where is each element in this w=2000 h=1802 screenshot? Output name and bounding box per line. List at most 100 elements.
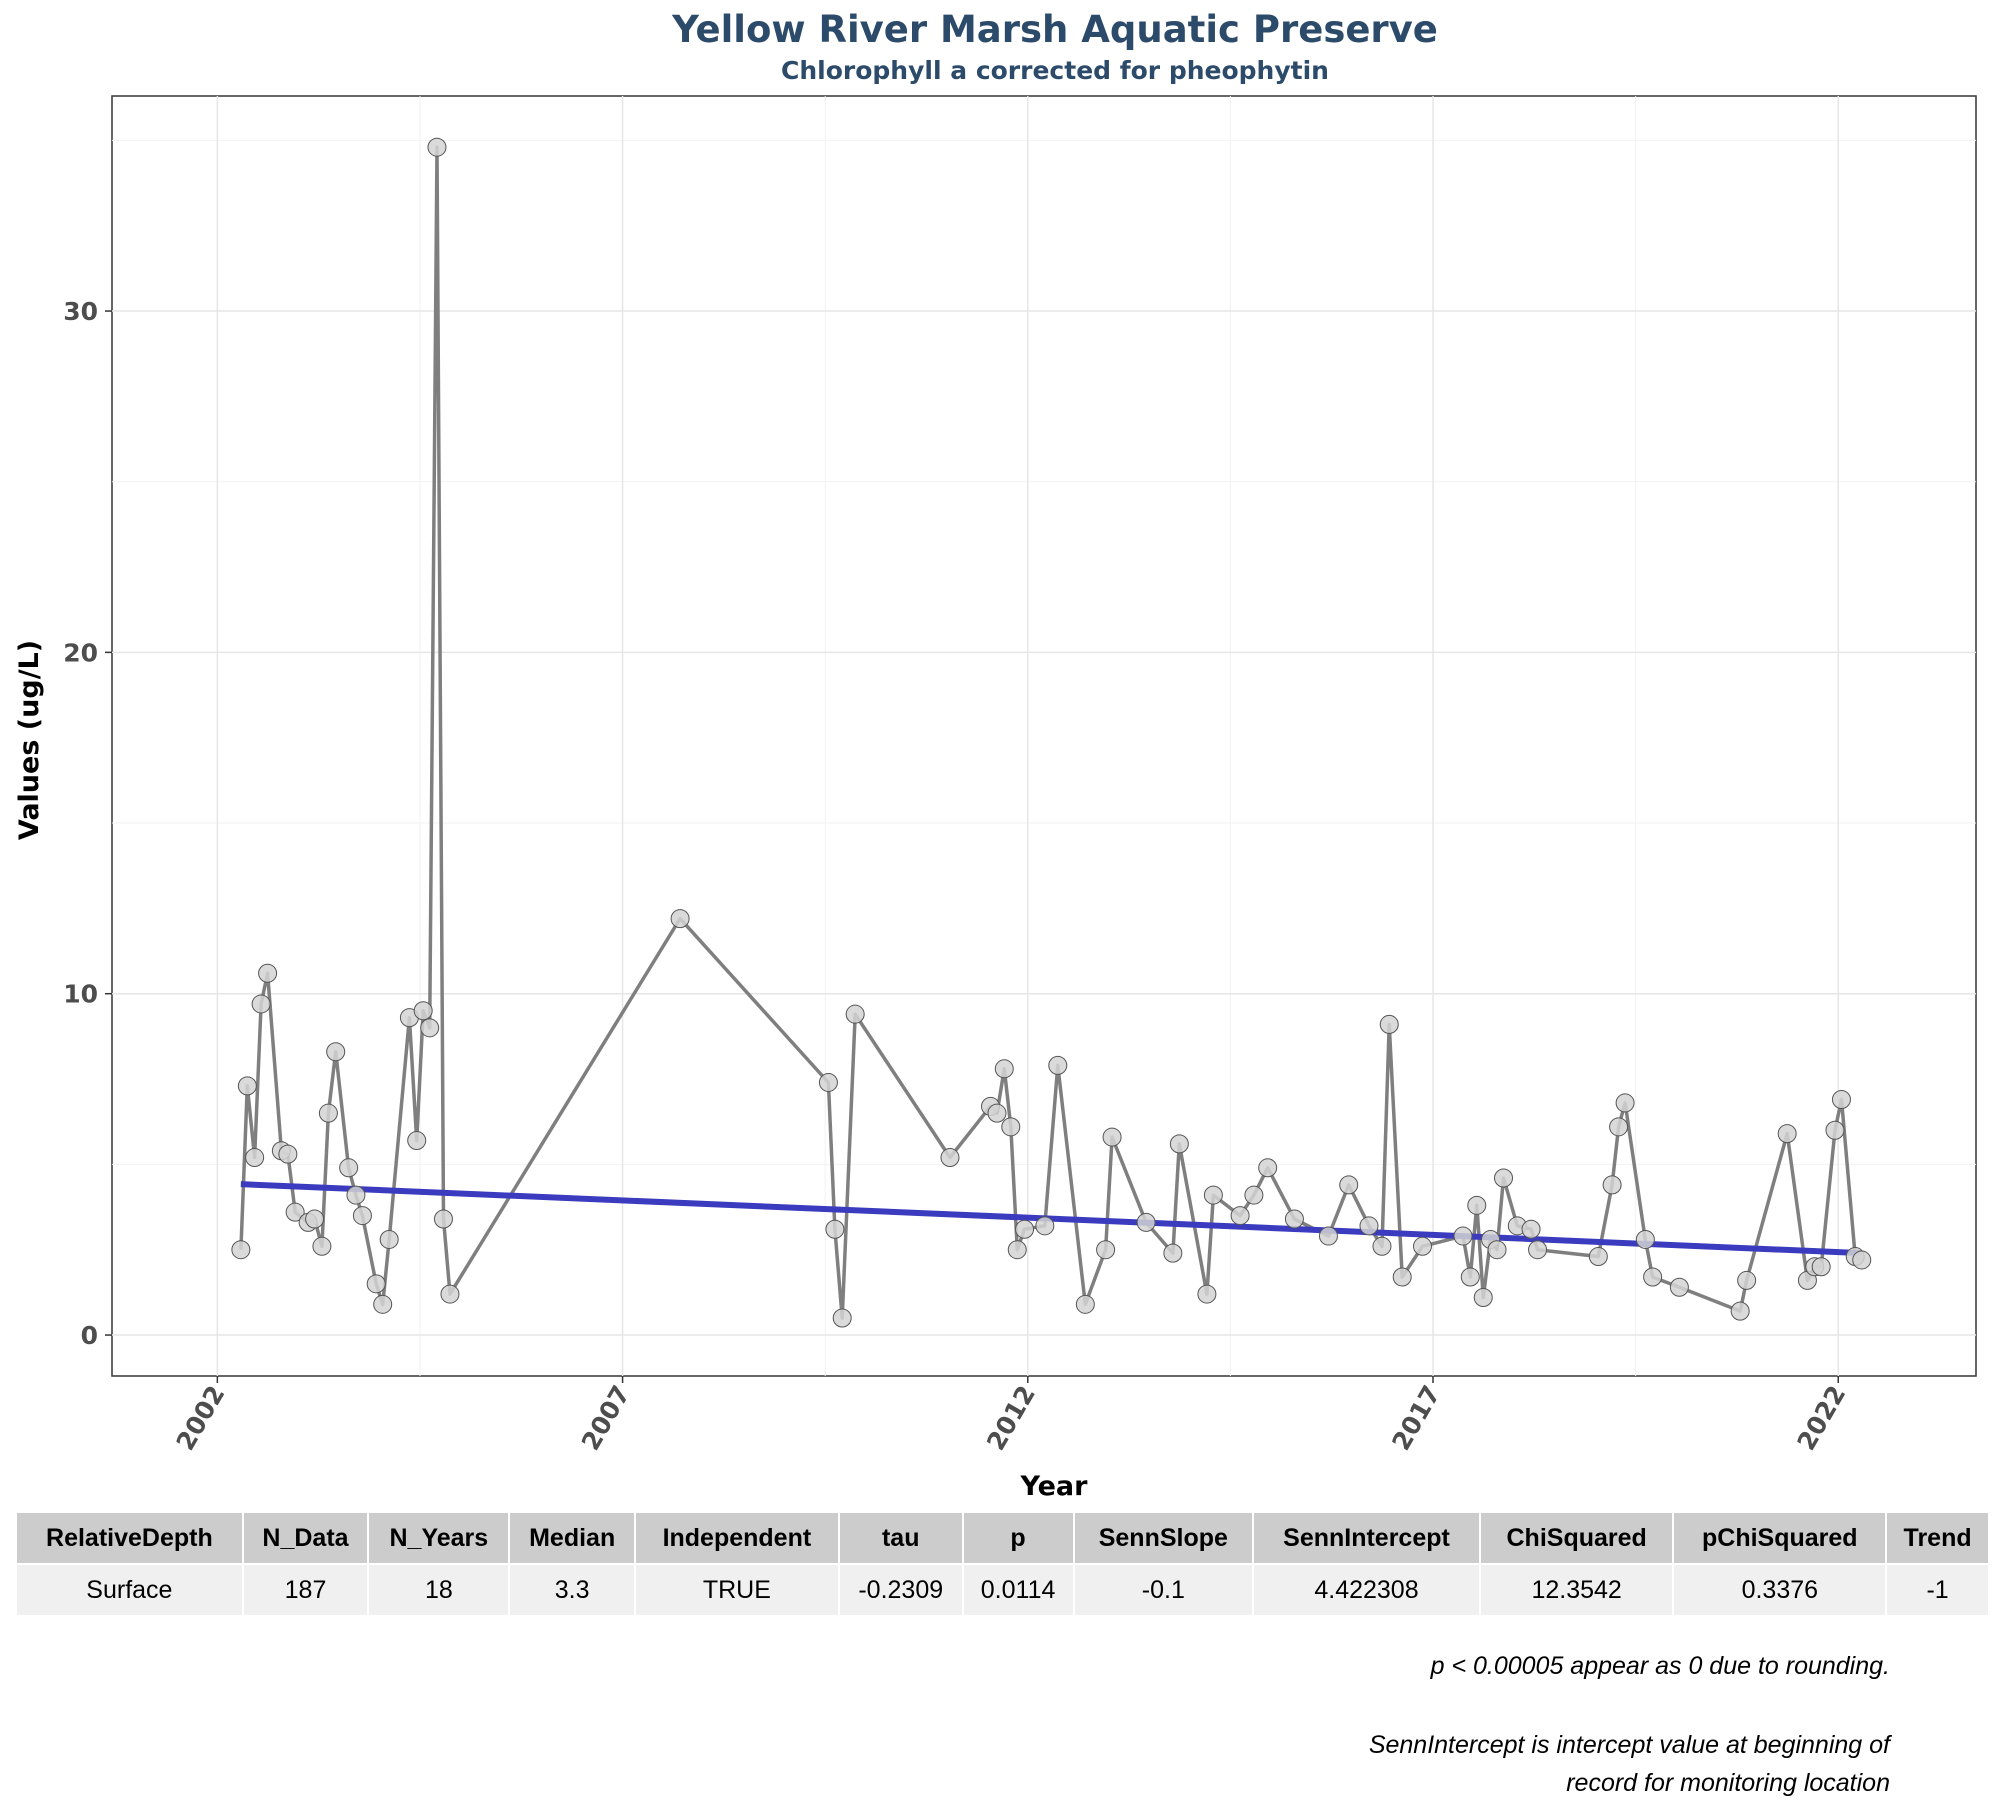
x-tick-label: 2017	[1386, 1381, 1446, 1456]
x-axis-ticks: 2002 2007 2012 2017 2022	[171, 1376, 1852, 1456]
col-header: N_Data	[243, 1513, 368, 1563]
data-point	[366, 1274, 386, 1294]
x-tick-label: 2022	[1792, 1381, 1852, 1456]
data-point	[1852, 1250, 1872, 1270]
table-cell: 18	[369, 1563, 509, 1615]
data-point	[1669, 1277, 1689, 1297]
data-point	[1163, 1243, 1183, 1263]
data-point	[1244, 1185, 1264, 1205]
table-cell: -0.1	[1074, 1563, 1253, 1615]
rounding-note: p < 0.00005 appear as 0 due to rounding.	[1430, 1652, 1890, 1680]
y-axis-ticks: 0 10 20 30	[63, 297, 112, 1350]
data-point	[1412, 1236, 1432, 1256]
stats-header-row: RelativeDepth N_Data N_Years Median Inde…	[17, 1513, 1988, 1563]
data-point	[1777, 1124, 1797, 1144]
data-point	[420, 1018, 440, 1038]
col-header: RelativeDepth	[17, 1513, 242, 1563]
data-point	[251, 994, 271, 1014]
data-point	[1015, 1219, 1035, 1239]
data-point	[1339, 1175, 1359, 1195]
col-header: p	[963, 1513, 1073, 1563]
data-point	[1197, 1284, 1217, 1304]
intercept-note-line-1: SennIntercept is intercept value at begi…	[1368, 1731, 1890, 1759]
plot-panel	[111, 95, 1977, 1377]
data-point	[237, 1076, 257, 1096]
data-point	[670, 909, 690, 929]
col-header: N_Years	[369, 1513, 509, 1563]
data-point	[1169, 1134, 1189, 1154]
x-tick-label: 2002	[171, 1381, 231, 1456]
col-header: SennSlope	[1074, 1513, 1253, 1563]
data-point	[373, 1294, 393, 1314]
data-point	[1258, 1158, 1278, 1178]
x-axis-title: Year	[1020, 1471, 1089, 1500]
data-point	[1007, 1240, 1027, 1260]
chart-area: 0 10 20 30 2002 2007 2012 2017 2022 Year Values…	[14, 95, 1977, 1500]
data-point	[245, 1148, 265, 1168]
data-point	[1521, 1219, 1541, 1239]
col-header: Independent	[635, 1513, 838, 1563]
data-point	[1467, 1195, 1487, 1215]
data-point	[1615, 1093, 1635, 1113]
data-point	[427, 137, 447, 157]
data-point	[433, 1209, 453, 1229]
data-point	[1035, 1216, 1055, 1236]
data-point	[1635, 1229, 1655, 1249]
data-point	[1609, 1117, 1629, 1137]
table-cell: Surface	[17, 1563, 242, 1615]
data-point	[1528, 1240, 1548, 1260]
chart-subtitle: Chlorophyll a corrected for pheophytin	[781, 56, 1329, 85]
data-point	[1487, 1240, 1507, 1260]
data-point	[1318, 1226, 1338, 1246]
data-point	[994, 1059, 1014, 1079]
data-point	[407, 1130, 427, 1150]
table-cell: TRUE	[635, 1563, 838, 1615]
data-point	[1048, 1055, 1068, 1075]
col-header: ChiSquared	[1480, 1513, 1673, 1563]
data-point	[832, 1308, 852, 1328]
table-cell: -1	[1887, 1563, 1988, 1615]
data-point	[413, 1001, 433, 1021]
data-point	[1359, 1216, 1379, 1236]
table-cell: 12.3542	[1480, 1563, 1673, 1615]
y-tick-label: 0	[81, 1321, 98, 1350]
data-point	[1001, 1117, 1021, 1137]
data-point	[1102, 1127, 1122, 1147]
data-point	[1737, 1270, 1757, 1290]
data-point	[987, 1103, 1007, 1123]
col-header: SennIntercept	[1254, 1513, 1479, 1563]
data-point	[1643, 1267, 1663, 1287]
data-point	[231, 1240, 251, 1260]
chart-title: Yellow River Marsh Aquatic Preserve	[672, 8, 1438, 51]
data-point	[1473, 1287, 1493, 1307]
stats-table: RelativeDepth N_Data N_Years Median Inde…	[15, 1513, 1990, 1615]
data-point	[440, 1284, 460, 1304]
data-point	[1460, 1267, 1480, 1287]
table-cell: 4.422308	[1254, 1563, 1479, 1615]
data-point	[940, 1148, 960, 1168]
data-point	[346, 1185, 366, 1205]
data-point	[1392, 1267, 1412, 1287]
col-header: tau	[839, 1513, 962, 1563]
data-point	[1730, 1301, 1750, 1321]
data-point	[1825, 1120, 1845, 1140]
y-tick-label: 30	[63, 297, 98, 326]
table-row: Surface 187 18 3.3 TRUE -0.2309 0.0114 -…	[17, 1563, 1988, 1615]
data-point	[825, 1219, 845, 1239]
x-tick-label: 2012	[981, 1381, 1041, 1456]
col-header: pChiSquared	[1674, 1513, 1886, 1563]
data-point	[1494, 1168, 1514, 1188]
table-cell: 3.3	[510, 1563, 634, 1615]
intercept-note: SennIntercept is intercept value at begi…	[1369, 1726, 1890, 1802]
data-point	[339, 1158, 359, 1178]
data-point	[258, 963, 278, 983]
data-point	[845, 1004, 865, 1024]
data-point	[1284, 1209, 1304, 1229]
data-point	[305, 1209, 325, 1229]
table-cell: 0.3376	[1674, 1563, 1886, 1615]
data-point	[1588, 1247, 1608, 1267]
y-tick-label: 20	[63, 638, 98, 667]
table-cell: 187	[243, 1563, 368, 1615]
data-point	[1453, 1226, 1473, 1246]
data-point	[1831, 1090, 1851, 1110]
